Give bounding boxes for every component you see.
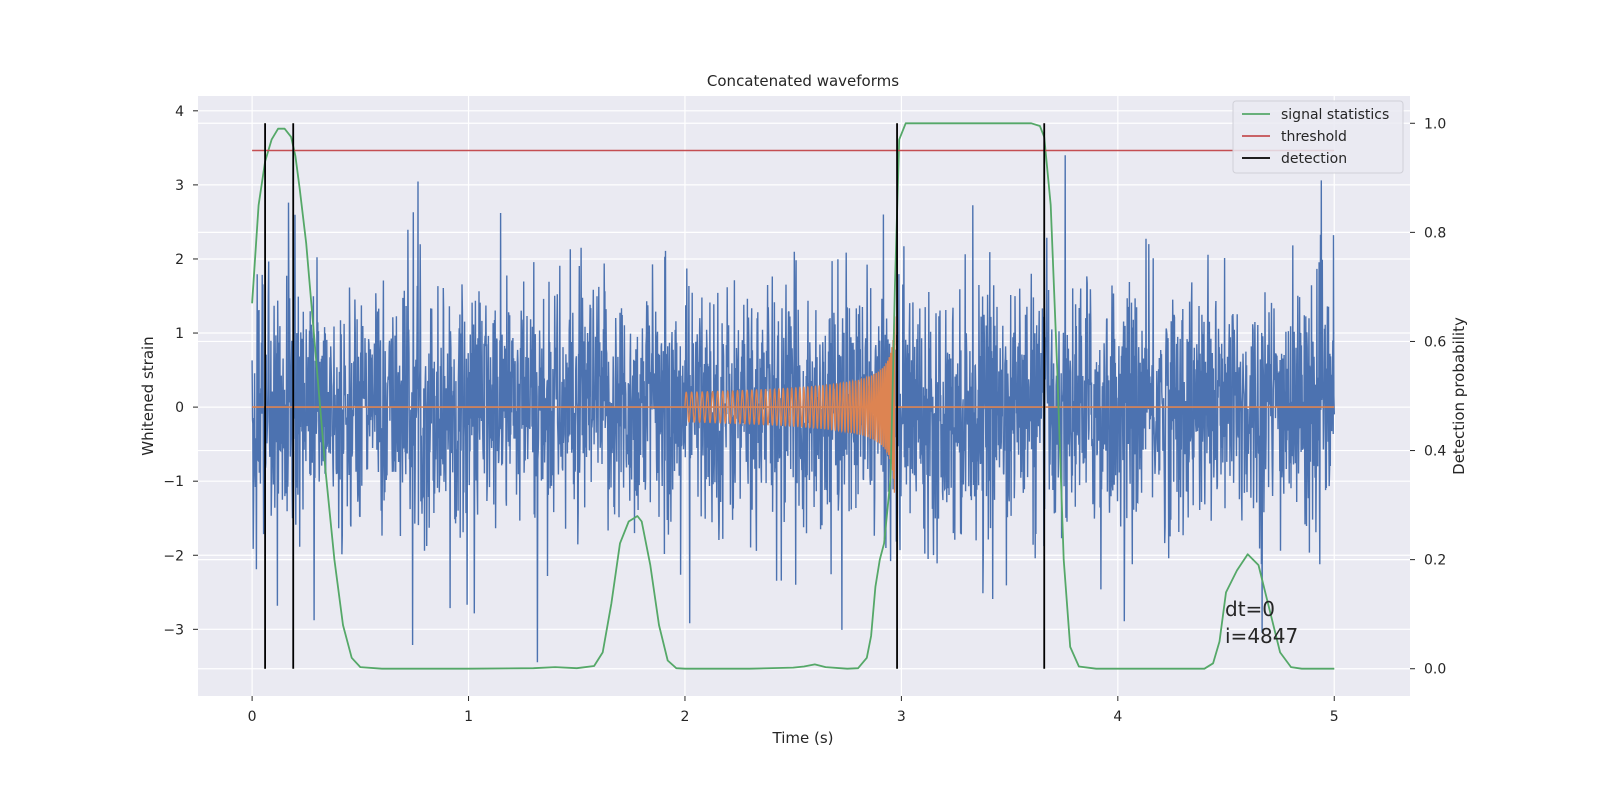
- annotation-index: i=4847: [1225, 624, 1298, 648]
- y-tick-label: 2: [175, 252, 184, 268]
- injected-signal-chirp: [684, 316, 896, 493]
- x-tick-label: 4: [1113, 709, 1122, 725]
- y-tick-label: 4: [175, 104, 184, 120]
- x-axis-ticks: 0 1 2 3 4 5: [248, 696, 1339, 725]
- chart-title: Concatenated waveforms: [707, 72, 899, 90]
- y-tick-label: 3: [175, 178, 184, 194]
- legend-label-detection: detection: [1281, 151, 1347, 167]
- signal-statistics-line: [251, 122, 1335, 670]
- x-tick-label: 2: [681, 709, 690, 725]
- y2-tick-label: 1.0: [1424, 116, 1446, 132]
- y-axis-label: Whitened strain: [139, 336, 157, 455]
- y-tick-label: −3: [163, 622, 184, 638]
- detection-series: [264, 123, 1046, 669]
- y-axis-ticks: −3 −2 −1 0 1 2 3 4: [163, 104, 198, 638]
- injected-signal-series: [252, 316, 1335, 493]
- y2-tick-label: 0.6: [1424, 334, 1446, 350]
- x-tick-label: 0: [248, 709, 257, 725]
- strain-line: [251, 155, 1335, 663]
- y2-grid: [198, 122, 1410, 670]
- y2-tick-label: 0.8: [1424, 225, 1446, 241]
- y2-tick-label: 0.2: [1424, 553, 1446, 569]
- x-axis-label: Time (s): [772, 729, 834, 747]
- signal-statistics-series: [251, 122, 1335, 670]
- legend: signal statistics threshold detection: [1232, 100, 1404, 174]
- y2-axis-ticks: 0.0 0.2 0.4 0.6 0.8 1.0: [1410, 116, 1446, 678]
- legend-label-threshold: threshold: [1281, 129, 1347, 145]
- annotation-dt: dt=0: [1225, 597, 1275, 621]
- y2-tick-label: 0.4: [1424, 444, 1446, 460]
- y-tick-label: −1: [163, 474, 184, 490]
- strain-series: [251, 155, 1335, 663]
- x-tick-label: 5: [1330, 709, 1339, 725]
- x-tick-label: 3: [897, 709, 906, 725]
- y-tick-label: 0: [175, 400, 184, 416]
- y2-tick-label: 0.0: [1424, 662, 1446, 678]
- y-tick-label: 1: [175, 326, 184, 342]
- legend-label-signal-statistics: signal statistics: [1281, 107, 1389, 123]
- legend-box: [1232, 100, 1404, 174]
- x-tick-label: 1: [464, 709, 473, 725]
- y2-axis-label: Detection probability: [1450, 317, 1468, 475]
- y-tick-label: −2: [163, 548, 184, 564]
